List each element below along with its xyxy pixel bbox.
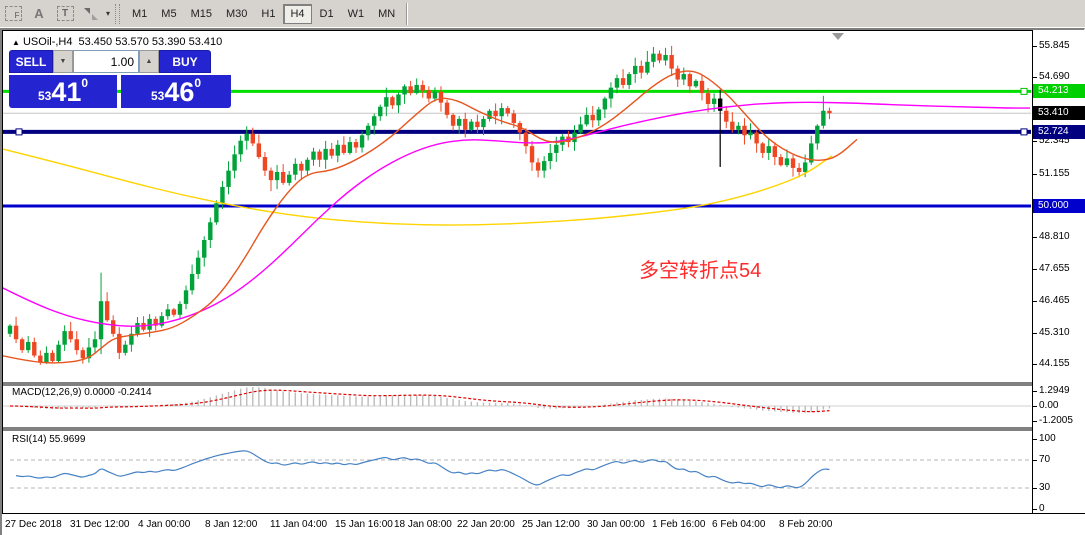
one-click-trade-panel: SELL ▼ ▲ BUY 53 41 0 53 46 0 (9, 50, 231, 108)
price-tick-label: 54.690 (1033, 71, 1070, 83)
chart-shift-marker-icon[interactable] (832, 33, 844, 40)
date-label: 8 Jan 12:00 (205, 519, 258, 530)
date-label: 6 Feb 04:00 (712, 519, 766, 530)
price-badge: 50.000 (1033, 198, 1085, 213)
timeframe-group: M1 M5 M15 M30 H1 H4 D1 W1 MN (125, 3, 402, 24)
text-label-glyph: T (56, 6, 74, 21)
chart-annotation: 多空转折点54 (639, 260, 762, 282)
buy-price-sup: 0 (194, 76, 202, 90)
toolbar: F A T ▾ M1 M5 M15 M30 H1 H4 D1 W1 MN (0, 0, 1085, 28)
text-label-tool-icon[interactable]: T (55, 5, 75, 23)
ma-slow (3, 148, 833, 226)
chart-canvas[interactable] (2, 30, 1085, 535)
price-tick-label: 55.845 (1033, 40, 1070, 51)
rsi-scale-label: 0 (1033, 503, 1045, 514)
timeframe-button-h1[interactable]: H1 (261, 7, 276, 20)
toolbar-separator (406, 2, 409, 25)
collapse-icon[interactable]: ▲ (12, 38, 20, 47)
sell-price-display[interactable]: 53 41 0 (9, 75, 117, 108)
price-tick-label: 52.345 (1033, 135, 1070, 147)
rsi-scale-label: 70 (1032, 454, 1051, 465)
macd-scale-label: 0.00 (1032, 400, 1059, 411)
line-anchor (1020, 128, 1028, 136)
fibonacci-tool-icon[interactable]: F (3, 5, 23, 23)
macd-label: MACD(12,26,9) 0.0000 -0.2414 (12, 387, 152, 398)
date-axis[interactable]: 27 Dec 2018 31 Dec 12:00 4 Jan 00:00 8 Jan … (2, 514, 1085, 535)
timeframe-button-m5[interactable]: M5 (161, 7, 177, 20)
toolbar-grip[interactable] (115, 3, 121, 24)
date-label: 31 Dec 12:00 (70, 519, 130, 530)
rsi-scale-label: 100 (1033, 433, 1056, 444)
sell-button[interactable]: SELL (9, 50, 53, 73)
price-tick-label: 46.465 (1033, 295, 1070, 307)
timeframe-button-h4[interactable]: H4 (283, 3, 312, 24)
date-label: 15 Jan 16:00 (335, 519, 393, 530)
fibonacci-tool-glyph: F (4, 6, 22, 21)
date-label: 18 Jan 08:00 (394, 519, 452, 530)
ma-mid (3, 101, 1030, 327)
date-label: 30 Jan 00:00 (587, 519, 645, 530)
macd-scale-label: 1.2949 (1033, 385, 1070, 396)
symbol-timeframe: USOil-,H4 (22, 36, 73, 48)
date-label: 27 Dec 2018 (5, 519, 62, 530)
timeframe-button-m30[interactable]: M30 (225, 7, 248, 20)
chart-title: ▲ USOil-,H4 53.450 53.570 53.390 53.410 (12, 36, 222, 48)
date-label: 1 Feb 16:00 (652, 519, 706, 530)
macd-scale-label: -1.2005 (1033, 415, 1073, 426)
rsi-scale-label: 30 (1032, 482, 1051, 493)
volume-decrease-button[interactable]: ▼ (53, 50, 73, 73)
timeframe-button-mn[interactable]: MN (378, 7, 396, 20)
macd-signal (9, 389, 830, 413)
buy-button[interactable]: BUY (159, 50, 211, 73)
price-tick-label: 48.810 (1033, 231, 1070, 243)
sell-price-sup: 0 (81, 76, 89, 90)
price-tick-label: 44.155 (1033, 357, 1070, 369)
date-label: 22 Jan 20:00 (457, 519, 515, 530)
buy-price-main: 46 (164, 77, 195, 107)
ma-fast (3, 70, 858, 364)
draw-text-glyph: A (34, 6, 44, 21)
timeframe-button-m1[interactable]: M1 (132, 7, 148, 20)
line-anchor (1020, 87, 1028, 95)
date-label: 11 Jan 04:00 (270, 519, 328, 530)
buy-price-prefix: 53 (150, 89, 165, 103)
price-scale[interactable]: 55.845 54.690 52.345 51.155 48.810 47.655 46.4… (1032, 30, 1085, 514)
rsi-line (15, 450, 830, 489)
volume-increase-button[interactable]: ▲ (139, 50, 159, 73)
price-tick-label: 45.310 (1033, 326, 1070, 338)
arrows-glyph (83, 7, 99, 21)
sell-price-main: 41 (51, 77, 82, 107)
arrows-tool-icon[interactable] (81, 5, 101, 23)
volume-input[interactable] (73, 50, 139, 73)
date-label: 25 Jan 12:00 (522, 519, 580, 530)
buy-price-display[interactable]: 53 46 0 (121, 75, 231, 108)
timeframe-button-d1[interactable]: D1 (319, 7, 334, 20)
line-anchor (15, 128, 23, 136)
rsi-label: RSI(14) 55.9699 (12, 434, 86, 445)
date-label: 4 Jan 00:00 (138, 519, 191, 530)
price-tick-label: 47.655 (1033, 262, 1070, 274)
arrows-dropdown-caret[interactable]: ▾ (106, 9, 111, 18)
date-label: 8 Feb 20:00 (779, 519, 833, 530)
price-badge: 52.724 (1033, 124, 1085, 139)
price-badge: 53.410 (1033, 106, 1085, 121)
draw-text-icon[interactable]: A (29, 5, 49, 23)
price-tick-label: 51.155 (1033, 167, 1070, 179)
timeframe-button-w1[interactable]: W1 (347, 7, 365, 20)
ohlc-readout: 53.450 53.570 53.390 53.410 (78, 36, 223, 48)
chart-window: ▲ USOil-,H4 53.450 53.570 53.390 53.410 S… (0, 28, 1085, 535)
timeframe-button-m15[interactable]: M15 (190, 7, 212, 20)
sell-price-prefix: 53 (37, 89, 52, 103)
price-badge: 54.213 (1033, 84, 1085, 99)
